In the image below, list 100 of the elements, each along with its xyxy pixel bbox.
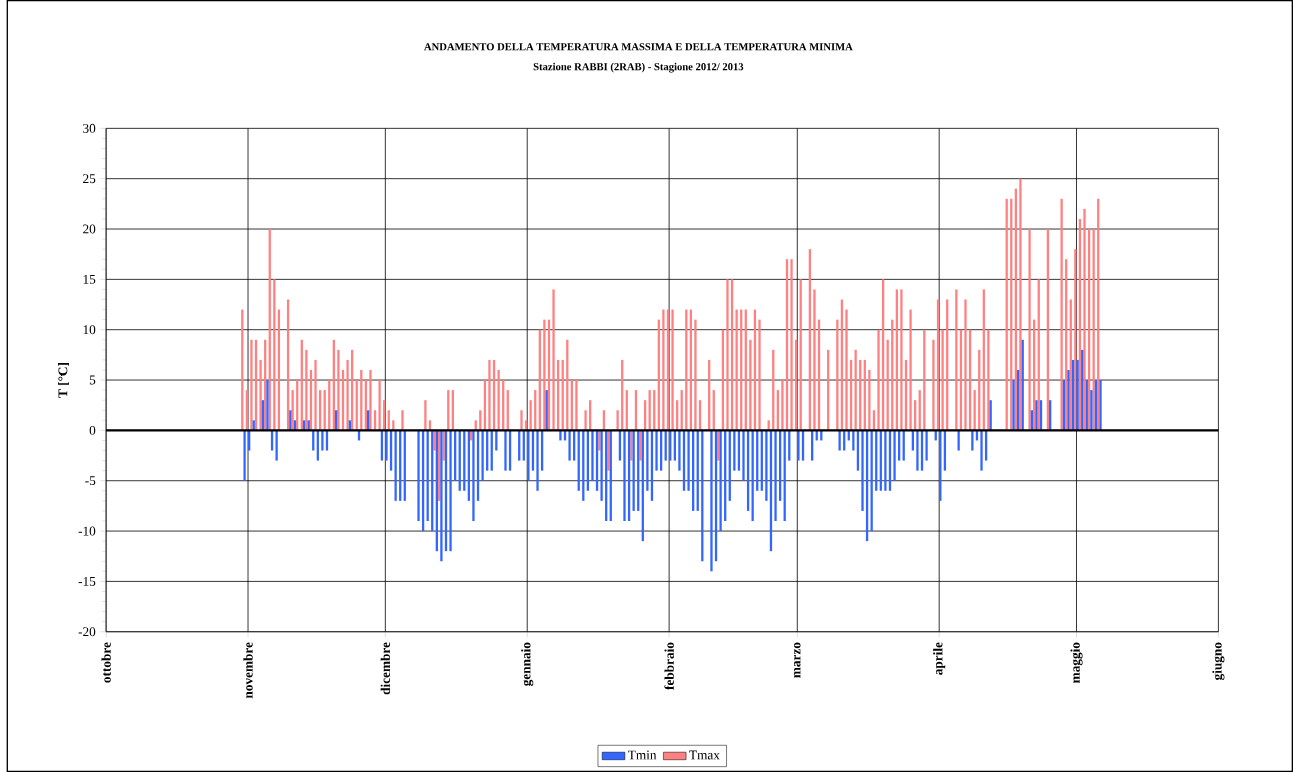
bar — [1019, 178, 1022, 431]
bar — [710, 430, 713, 572]
bar — [552, 289, 555, 431]
chart-title: ANDAMENTO DELLA TEMPERATURA MASSIMA E DELLA TEMPERATURA MINIMA — [424, 43, 853, 51]
bar — [1028, 229, 1031, 431]
x-tick-label: gennaio — [521, 642, 534, 686]
bar — [417, 430, 420, 521]
x-tick-label: aprile — [933, 642, 946, 675]
y-tick-label: 10 — [83, 325, 96, 335]
bar — [957, 430, 960, 451]
bar — [1090, 390, 1093, 431]
bar — [289, 410, 292, 431]
y-tick-label: 0 — [89, 425, 96, 435]
bar — [449, 430, 452, 552]
bar — [742, 430, 745, 481]
bar — [639, 430, 642, 461]
y-tick-label: 30 — [83, 123, 96, 133]
y-tick-label: -5 — [85, 476, 96, 486]
x-tick-label: giugno — [1212, 642, 1225, 681]
bar — [346, 359, 349, 431]
bar — [1012, 380, 1015, 431]
bar — [337, 349, 340, 431]
chart-subtitle: Stazione RABBI (2RAB) - Stagione 2012/ 2013 — [533, 62, 744, 73]
legend-label: Tmax — [689, 750, 720, 760]
bar — [758, 319, 761, 431]
bar — [774, 430, 777, 521]
bar — [797, 430, 800, 461]
y-tick-label: -10 — [78, 526, 96, 536]
bar — [378, 380, 381, 431]
bar — [433, 430, 436, 451]
bar — [735, 309, 738, 431]
bar — [877, 329, 880, 431]
bar — [987, 329, 990, 431]
bar — [527, 430, 530, 481]
x-tick-label: marzo — [794, 642, 801, 678]
bar — [607, 430, 610, 471]
bar — [893, 430, 896, 481]
bar — [719, 430, 722, 532]
bar — [623, 430, 626, 521]
bar — [813, 289, 816, 431]
bar — [1067, 369, 1070, 431]
bar — [497, 369, 500, 431]
bar — [250, 339, 253, 431]
bar — [646, 430, 649, 491]
bar — [726, 279, 729, 431]
y-tick-label: 25 — [83, 174, 96, 184]
bar — [488, 359, 491, 431]
bar — [909, 309, 912, 431]
bar — [266, 380, 269, 431]
bar — [481, 430, 484, 481]
bar — [749, 339, 752, 431]
bar — [440, 430, 443, 562]
bar — [504, 430, 507, 471]
bar — [662, 309, 665, 431]
x-tick-label: novembre — [243, 642, 253, 699]
bar — [630, 430, 633, 461]
bar — [543, 319, 546, 431]
x-tick-label: dicembre — [380, 642, 390, 695]
y-tick-label: 15 — [83, 274, 96, 284]
bar — [852, 430, 855, 451]
bar — [401, 410, 404, 431]
bar — [1099, 380, 1102, 431]
bar — [838, 430, 841, 451]
bar — [1035, 400, 1038, 431]
bar — [1076, 359, 1079, 431]
bar — [321, 430, 324, 451]
y-tick-label: -20 — [78, 627, 96, 637]
bar — [424, 400, 427, 431]
bar — [781, 380, 784, 431]
bar — [259, 359, 262, 431]
bar — [559, 430, 562, 441]
bar — [369, 369, 372, 431]
bar — [932, 339, 935, 431]
bar — [575, 380, 578, 431]
bar — [941, 329, 944, 431]
bar — [536, 430, 539, 491]
x-tick-label: ottobre — [101, 642, 111, 683]
bar — [765, 430, 768, 501]
bar — [275, 430, 278, 461]
bar — [472, 430, 475, 521]
bar — [671, 309, 674, 431]
bar — [1060, 198, 1063, 431]
bar — [678, 430, 681, 471]
bar — [520, 410, 523, 431]
bar — [916, 430, 919, 471]
bar — [687, 430, 690, 491]
bar — [884, 430, 887, 491]
x-tick-label: maggio — [1070, 642, 1083, 683]
bar — [394, 430, 397, 501]
bar — [790, 259, 793, 431]
y-tick-label: 5 — [89, 375, 96, 385]
bar — [243, 430, 246, 481]
y-tick-label: -15 — [78, 576, 96, 586]
y-axis-title: T [°C] — [58, 363, 69, 398]
x-tick-label: febbraio — [664, 642, 674, 690]
bar — [971, 430, 974, 451]
bar — [600, 430, 603, 501]
bar — [616, 410, 619, 431]
bar — [925, 430, 928, 461]
bar — [584, 410, 587, 431]
